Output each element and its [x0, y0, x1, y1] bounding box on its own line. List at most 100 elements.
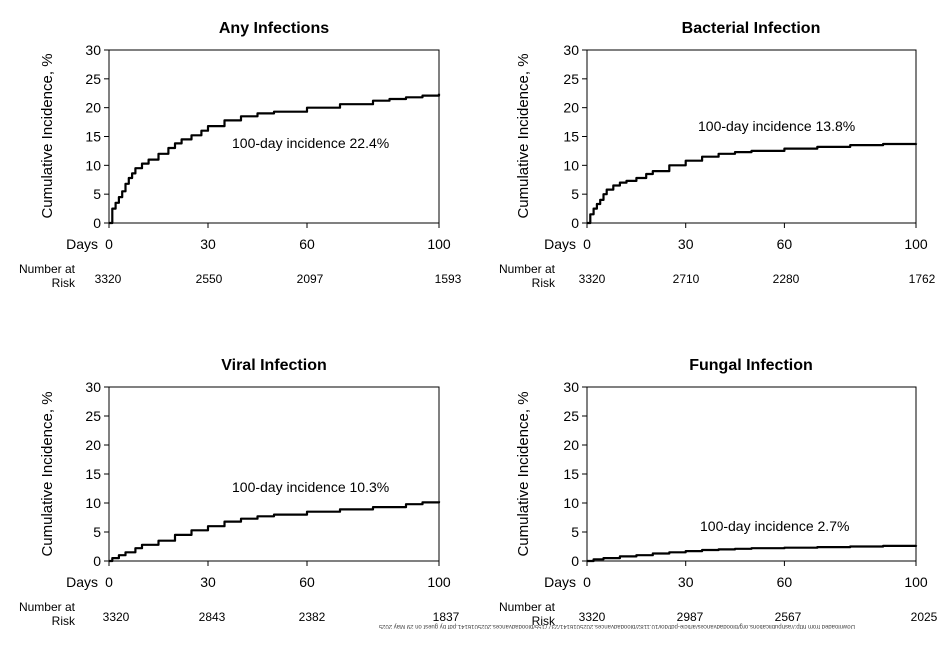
incidence-curve: [109, 501, 441, 563]
y-tick-label: 0: [93, 215, 101, 231]
x-tick-label: 60: [777, 574, 793, 590]
number-at-risk-row: 3320 2843 2382 1837: [103, 610, 460, 624]
risk-label-line1: Number at: [499, 600, 556, 614]
y-ticks: 0 5 10 15 20 25 30: [85, 42, 109, 231]
risk-value: 2280: [773, 272, 800, 286]
y-tick-label: 20: [85, 437, 101, 453]
x-tick-label: 0: [583, 574, 591, 590]
x-axis-label: Days: [66, 236, 98, 252]
risk-label-line2: Risk: [52, 276, 76, 290]
y-tick-label: 20: [563, 100, 579, 116]
risk-label-line1: Number at: [499, 262, 556, 276]
x-tick-label: 100: [904, 574, 928, 590]
y-tick-label: 15: [85, 129, 101, 145]
incidence-annotation: 100-day incidence 13.8%: [698, 118, 855, 134]
panel-title: Fungal Infection: [689, 357, 813, 374]
y-axis-label: Cumulative Incidence, %: [515, 53, 532, 218]
plot-frame: [586, 49, 917, 224]
y-tick-label: 5: [93, 186, 101, 202]
risk-value: 2843: [199, 610, 226, 624]
x-axis-label: Days: [544, 574, 576, 590]
risk-label-line2: Risk: [52, 614, 76, 628]
incidence-annotation: 100-day incidence 10.3%: [232, 479, 389, 495]
panel-fungal-infection: Fungal Infection Cumulative Incidence, %…: [499, 357, 938, 628]
risk-value: 1593: [435, 272, 462, 286]
panel-viral-infection: Viral Infection Cumulative Incidence, % …: [19, 357, 460, 628]
x-tick-label: 0: [105, 236, 113, 252]
number-at-risk-row: 3320 2987 2567 2025: [579, 610, 938, 624]
risk-value: 2097: [297, 272, 324, 286]
x-tick-label: 100: [427, 574, 451, 590]
y-ticks: 0 5 10 15 20 25 30: [563, 42, 587, 231]
risk-value: 3320: [579, 272, 606, 286]
y-tick-label: 10: [563, 495, 579, 511]
risk-value: 2710: [673, 272, 700, 286]
y-tick-label: 25: [85, 408, 101, 424]
y-tick-label: 0: [93, 553, 101, 569]
y-tick-label: 20: [85, 100, 101, 116]
x-ticks: 0 30 60 100: [105, 223, 451, 252]
x-tick-label: 30: [678, 236, 694, 252]
panel-bacterial-infection: Bacterial Infection Cumulative Incidence…: [499, 20, 936, 290]
incidence-annotation: 100-day incidence 2.7%: [700, 518, 849, 534]
y-tick-label: 30: [85, 379, 101, 395]
risk-label-line2: Risk: [532, 614, 556, 628]
y-tick-label: 30: [563, 42, 579, 58]
x-tick-label: 0: [105, 574, 113, 590]
y-tick-label: 5: [93, 524, 101, 540]
y-axis-label: Cumulative Incidence, %: [39, 53, 56, 218]
x-tick-label: 30: [200, 236, 216, 252]
risk-value: 3320: [95, 272, 122, 286]
x-tick-label: 0: [583, 236, 591, 252]
plot-frame: [586, 386, 917, 562]
risk-value: 3320: [103, 610, 130, 624]
risk-value: 2382: [299, 610, 326, 624]
x-ticks: 0 30 60 100: [583, 561, 928, 590]
number-at-risk-row: 3320 2710 2280 1762: [579, 272, 936, 286]
risk-value: 2567: [775, 610, 802, 624]
y-tick-label: 25: [563, 71, 579, 87]
x-ticks: 0 30 60 100: [105, 561, 451, 590]
y-tick-label: 30: [563, 379, 579, 395]
y-axis-label: Cumulative Incidence, %: [515, 391, 532, 556]
risk-value: 1837: [433, 610, 460, 624]
y-tick-label: 10: [85, 157, 101, 173]
y-tick-label: 15: [85, 466, 101, 482]
y-ticks: 0 5 10 15 20 25 30: [563, 379, 587, 569]
panel-title: Viral Infection: [221, 357, 327, 374]
risk-label-line1: Number at: [19, 600, 76, 614]
x-tick-label: 30: [200, 574, 216, 590]
download-watermark: Downloaded from http://ashpublications.o…: [378, 623, 855, 629]
incidence-curve: [587, 544, 918, 563]
x-tick-label: 60: [777, 236, 793, 252]
incidence-curve: [587, 142, 918, 225]
y-tick-label: 5: [571, 186, 579, 202]
y-tick-label: 10: [85, 495, 101, 511]
x-tick-label: 100: [427, 236, 451, 252]
panel-title: Bacterial Infection: [682, 20, 821, 37]
y-ticks: 0 5 10 15 20 25 30: [85, 379, 109, 569]
panel-any-infections: Any Infections Cumulative Incidence, % 0…: [19, 20, 462, 290]
y-tick-label: 25: [85, 71, 101, 87]
risk-value: 1762: [909, 272, 936, 286]
x-tick-label: 30: [678, 574, 694, 590]
incidence-curve: [109, 93, 441, 225]
x-ticks: 0 30 60 100: [583, 223, 928, 252]
x-axis-label: Days: [544, 236, 576, 252]
y-tick-label: 0: [571, 553, 579, 569]
risk-label-line2: Risk: [532, 276, 556, 290]
x-tick-label: 100: [904, 236, 928, 252]
y-tick-label: 10: [563, 157, 579, 173]
risk-value: 2550: [196, 272, 223, 286]
risk-value: 2025: [911, 610, 938, 624]
y-tick-label: 30: [85, 42, 101, 58]
y-tick-label: 20: [563, 437, 579, 453]
panel-title: Any Infections: [219, 20, 329, 37]
y-tick-label: 15: [563, 466, 579, 482]
risk-value: 3320: [579, 610, 606, 624]
plot-frame: [108, 49, 440, 224]
x-axis-label: Days: [66, 574, 98, 590]
y-axis-label: Cumulative Incidence, %: [39, 391, 56, 556]
plot-frame: [108, 386, 440, 562]
y-tick-label: 0: [571, 215, 579, 231]
